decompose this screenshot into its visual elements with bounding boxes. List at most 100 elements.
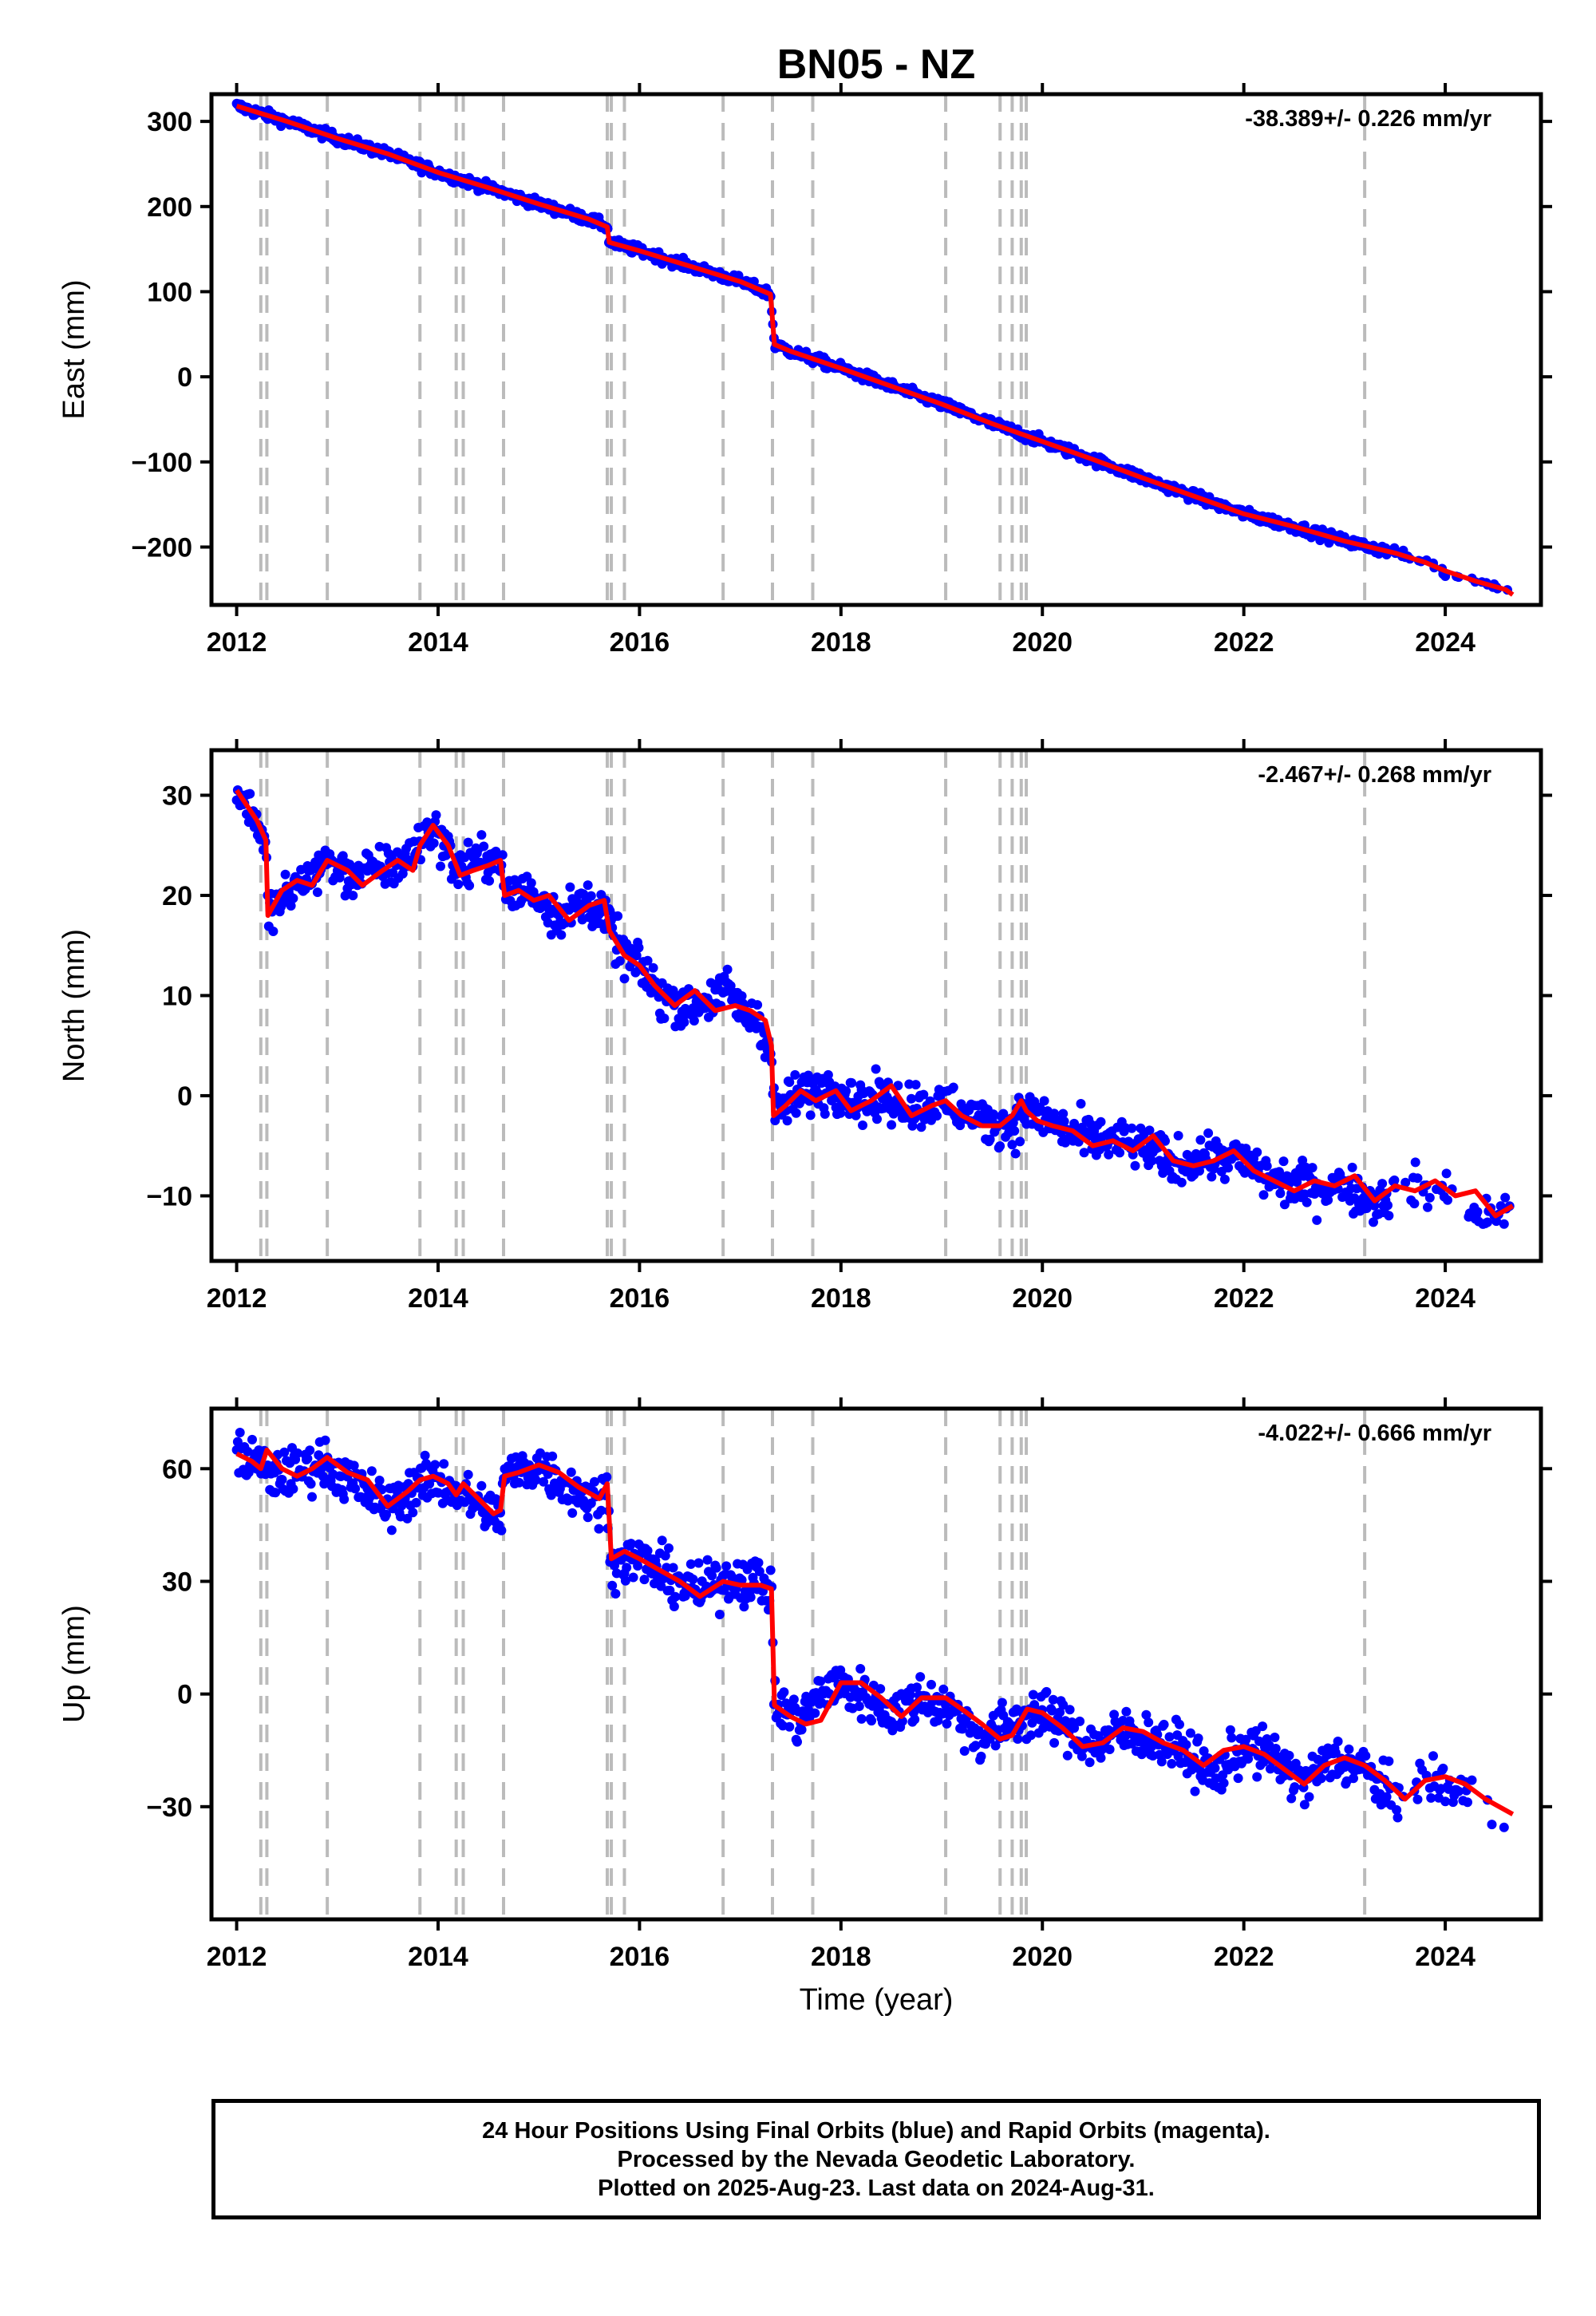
up-data-point-471 bbox=[753, 1558, 764, 1568]
north-data-point-1048 bbox=[1410, 1157, 1420, 1168]
up-data-point-780 bbox=[1096, 1753, 1106, 1763]
north-data-point-565 bbox=[858, 1120, 867, 1130]
north-data-point-692 bbox=[998, 1109, 1009, 1119]
up-data-point-358 bbox=[628, 1572, 638, 1583]
up-data-point-390 bbox=[664, 1543, 674, 1553]
north-data-point-344 bbox=[613, 911, 623, 921]
up-data-point-1019 bbox=[1361, 1751, 1371, 1761]
north-y-axis-label: North (mm) bbox=[57, 929, 91, 1082]
up-data-point-638 bbox=[938, 1684, 949, 1694]
up-data-point-761 bbox=[1075, 1716, 1085, 1726]
north-data-point-394 bbox=[668, 986, 678, 996]
north-data-point-618 bbox=[916, 1122, 926, 1132]
north-data-point-376 bbox=[648, 962, 658, 973]
north-data-point-223 bbox=[479, 841, 489, 852]
north-data-point-869 bbox=[1195, 1166, 1204, 1176]
north-data-point-1054 bbox=[1424, 1192, 1435, 1203]
north-data-point-346 bbox=[614, 956, 625, 966]
up-data-point-464 bbox=[745, 1592, 756, 1603]
footer-line-dates: Plotted on 2025-Aug-23. Last data on 202… bbox=[598, 2176, 1155, 2201]
north-data-point-927 bbox=[1258, 1190, 1269, 1200]
up-data-point-672 bbox=[976, 1751, 986, 1761]
north-panel: 2012 2014 2016 2018 2020 2022 2024 30 20 10 0 −10 -… bbox=[57, 739, 1552, 1314]
north-data-point-499 bbox=[784, 1077, 795, 1087]
north-data-point-293 bbox=[556, 930, 567, 940]
north-data-point-941 bbox=[1274, 1167, 1284, 1177]
north-data-point-180 bbox=[431, 810, 441, 820]
up-data-point-994 bbox=[1333, 1737, 1343, 1746]
north-data-point-702 bbox=[1009, 1126, 1020, 1136]
north-data-point-971 bbox=[1307, 1163, 1317, 1173]
up-data-point-342 bbox=[610, 1589, 621, 1599]
east-x-tick-label-5: 2022 bbox=[1214, 627, 1274, 658]
north-data-point-470 bbox=[753, 1000, 763, 1010]
north-data-point-826 bbox=[1147, 1156, 1157, 1166]
up-data-point-187 bbox=[439, 1459, 449, 1469]
up-data-point-51 bbox=[288, 1484, 298, 1494]
up-data-point-788 bbox=[1104, 1745, 1115, 1754]
up-data-point-738 bbox=[1049, 1737, 1060, 1748]
up-data-point-494 bbox=[779, 1687, 789, 1697]
north-data-point-613 bbox=[911, 1080, 921, 1090]
east-rate-label: -38.389+/- 0.226 mm/yr bbox=[1245, 106, 1491, 132]
east-panel: 2012 2014 2016 2018 2020 2022 2024 300 200 100 0 −1… bbox=[57, 83, 1552, 658]
north-data-point-609 bbox=[907, 1093, 916, 1104]
north-data-point-221 bbox=[476, 830, 487, 840]
north-data-point-738 bbox=[1049, 1109, 1060, 1119]
north-data-point-632 bbox=[932, 1111, 942, 1121]
up-data-point-968 bbox=[1304, 1792, 1314, 1802]
north-data-point-1039 bbox=[1383, 1200, 1393, 1211]
up-data-point-412 bbox=[688, 1574, 698, 1584]
north-data-point-386 bbox=[659, 1014, 670, 1023]
north-data-point-850 bbox=[1173, 1131, 1183, 1140]
north-data-points bbox=[231, 785, 1515, 1229]
up-data-point-352 bbox=[622, 1563, 632, 1573]
up-data-point-750 bbox=[1062, 1750, 1073, 1761]
up-y-tick-label-1: 30 bbox=[162, 1567, 192, 1597]
up-data-point-926 bbox=[1258, 1721, 1268, 1732]
north-x-tick-label-1: 2014 bbox=[408, 1283, 468, 1314]
east-x-tick-label-3: 2018 bbox=[811, 627, 871, 658]
north-model-line bbox=[235, 788, 1515, 1219]
up-data-point-1050 bbox=[1412, 1794, 1423, 1804]
north-data-point-689 bbox=[995, 1141, 1005, 1151]
north-data-point-228 bbox=[484, 875, 495, 886]
north-data-point-184 bbox=[436, 861, 445, 871]
up-y-axis-label: Up (mm) bbox=[57, 1605, 91, 1723]
north-data-point-942 bbox=[1275, 1188, 1286, 1199]
up-data-point-573 bbox=[867, 1716, 877, 1726]
north-data-point-647 bbox=[948, 1082, 958, 1093]
up-data-point-921 bbox=[1252, 1772, 1262, 1782]
east-x-tick-label-4: 2020 bbox=[1012, 627, 1073, 658]
north-data-point-505 bbox=[791, 1108, 801, 1118]
up-data-point-499 bbox=[784, 1721, 795, 1732]
footer-info-box: 24 Hour Positions Using Final Orbits (bl… bbox=[211, 2099, 1541, 2219]
up-data-point-1063 bbox=[1438, 1763, 1448, 1773]
up-data-point-97 bbox=[339, 1494, 350, 1504]
up-data-point-433 bbox=[711, 1563, 721, 1573]
north-data-point-808 bbox=[1127, 1123, 1137, 1133]
up-data-point-140 bbox=[386, 1525, 397, 1535]
up-data-point-179 bbox=[430, 1460, 440, 1470]
north-data-point-497 bbox=[782, 1116, 792, 1126]
north-data-point-534 bbox=[823, 1069, 833, 1080]
north-data-point-44 bbox=[280, 869, 290, 879]
up-data-point-937 bbox=[1270, 1733, 1280, 1742]
north-data-point-870 bbox=[1195, 1135, 1206, 1145]
up-data-point-823 bbox=[1144, 1717, 1154, 1728]
north-data-point-531 bbox=[820, 1109, 830, 1119]
up-data-point-955 bbox=[1290, 1782, 1300, 1792]
up-data-point-458 bbox=[739, 1602, 749, 1612]
up-y-tick-label-0: 60 bbox=[162, 1454, 192, 1484]
east-y-tick-label-4: −100 bbox=[131, 448, 192, 478]
up-data-point-883 bbox=[1210, 1763, 1220, 1773]
up-data-point-442 bbox=[721, 1561, 732, 1571]
north-x-tick-label-2: 2016 bbox=[610, 1283, 670, 1314]
chart-title: BN05 - NZ bbox=[777, 41, 975, 88]
north-data-point-824 bbox=[1144, 1125, 1155, 1136]
up-x-tick-label-6: 2024 bbox=[1415, 1942, 1476, 1972]
north-data-point-200 bbox=[453, 879, 464, 890]
up-data-point-691 bbox=[997, 1697, 1007, 1708]
east-y-tick-label-1: 200 bbox=[147, 192, 192, 223]
